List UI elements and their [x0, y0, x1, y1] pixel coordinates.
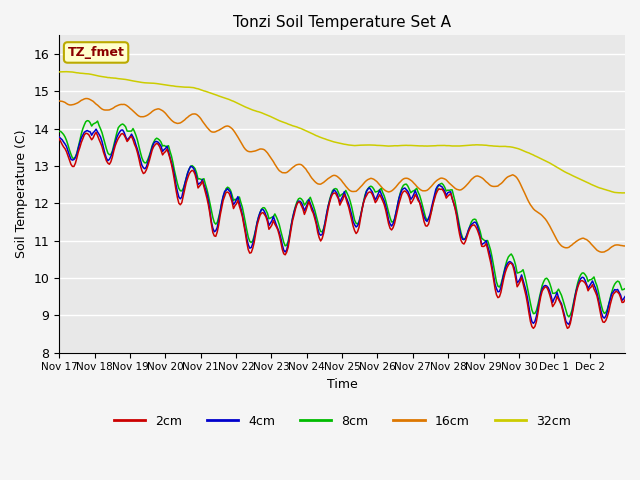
Legend: 2cm, 4cm, 8cm, 16cm, 32cm: 2cm, 4cm, 8cm, 16cm, 32cm	[109, 409, 575, 432]
Text: TZ_fmet: TZ_fmet	[68, 46, 125, 59]
Title: Tonzi Soil Temperature Set A: Tonzi Soil Temperature Set A	[233, 15, 451, 30]
X-axis label: Time: Time	[326, 378, 358, 391]
Y-axis label: Soil Temperature (C): Soil Temperature (C)	[15, 130, 28, 258]
